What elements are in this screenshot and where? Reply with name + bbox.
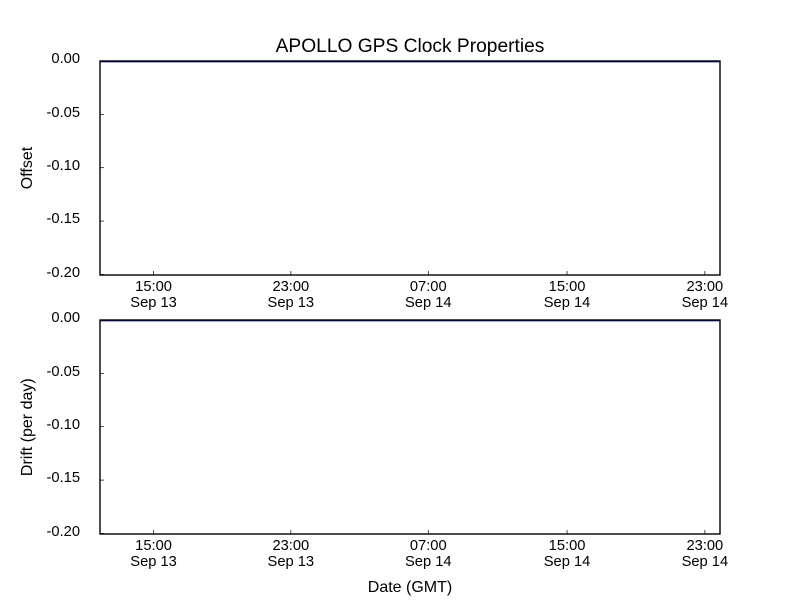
svg-text:Drift (per day): Drift (per day) [19, 378, 36, 476]
svg-text:Offset: Offset [19, 146, 36, 189]
